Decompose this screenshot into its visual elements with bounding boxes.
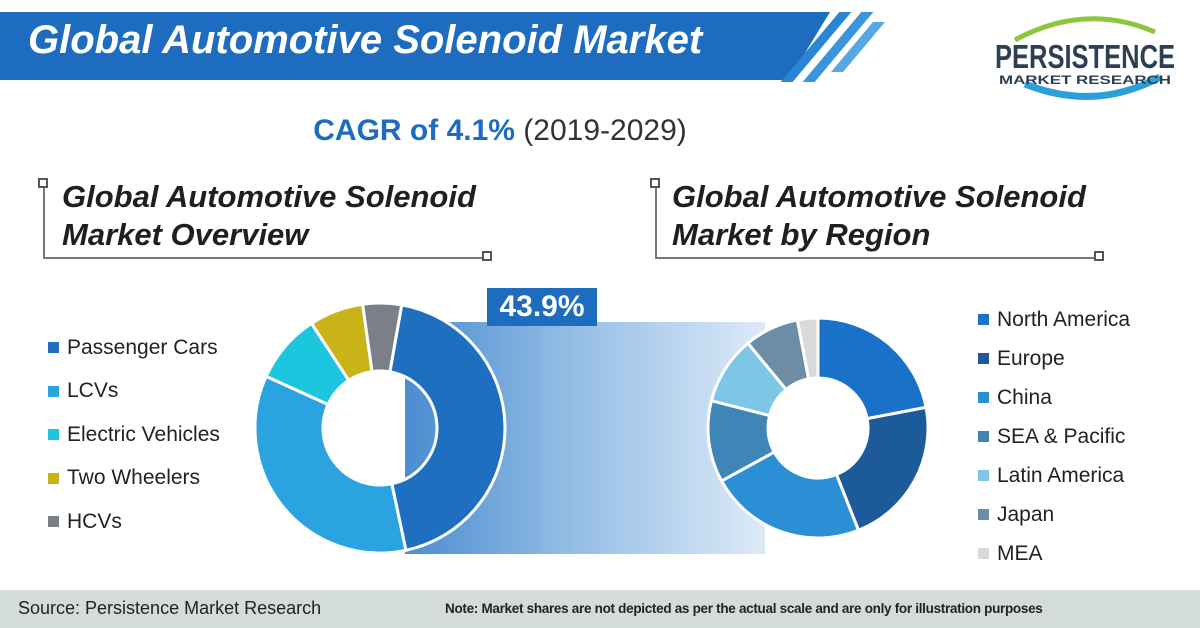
legend-swatch <box>978 509 989 520</box>
legend-label: HCVs <box>67 509 122 533</box>
legend-swatch <box>978 392 989 403</box>
donut-slice-north-america <box>816 316 928 421</box>
donut-slice-passenger-cars <box>388 303 507 553</box>
legend-label: MEA <box>997 541 1043 565</box>
legend-right: North America Europe China SEA & Pacific Lat… <box>978 300 1130 573</box>
frame-corner <box>38 178 48 188</box>
legend-label: China <box>997 385 1052 409</box>
legend-item: Japan <box>978 495 1130 534</box>
legend-swatch <box>48 429 59 441</box>
heading-line: Market by Region <box>672 217 931 252</box>
legend-item: Europe <box>978 339 1130 378</box>
frame-line <box>655 188 657 258</box>
frame-line <box>655 257 1095 259</box>
legend-item: Two Wheelers <box>48 457 220 501</box>
logo-name: PERSISTENCE <box>995 38 1175 75</box>
heading-line: Global Automotive Solenoid <box>62 179 476 214</box>
footer-bar <box>0 590 1200 628</box>
donut-slice-hcvs <box>360 301 404 374</box>
legend-swatch <box>48 342 59 354</box>
heading-line: Market Overview <box>62 217 309 252</box>
legend-left: Passenger Cars LCVs Electric Vehicles Two W… <box>48 326 220 544</box>
legend-label: North America <box>997 307 1131 331</box>
legend-item: SEA & Pacific <box>978 417 1130 456</box>
legend-item: MEA <box>978 534 1130 573</box>
heading-line: Global Automotive Solenoid <box>672 179 1086 214</box>
legend-item: Latin America <box>978 456 1130 495</box>
legend-label: Latin America <box>997 463 1125 487</box>
legend-swatch <box>978 353 989 364</box>
legend-item: China <box>978 378 1130 417</box>
legend-label: Japan <box>997 502 1055 526</box>
legend-item: LCVs <box>48 370 220 414</box>
right-section-heading: Global Automotive Solenoid Market by Reg… <box>672 178 1086 254</box>
legend-label: Two Wheelers <box>67 466 201 490</box>
legend-label: Passenger Cars <box>67 335 218 359</box>
donut-slice-china <box>719 450 861 540</box>
legend-label: Europe <box>997 346 1065 370</box>
legend-item: HCVs <box>48 500 220 544</box>
title-banner <box>0 12 830 80</box>
cagr-value: CAGR of 4.1% <box>313 114 515 147</box>
page-title: Global Automotive Solenoid Market <box>28 18 703 62</box>
persistence-logo: PERSISTENCE MARKET RESEARCH <box>995 16 1175 100</box>
donut-slice-lcvs <box>253 374 408 555</box>
note-text: Note: Market shares are not depicted as … <box>445 601 1043 616</box>
passenger-cars-share-callout: 43.9% <box>487 288 597 326</box>
donut-slice-mea <box>795 316 820 381</box>
legend-item: North America <box>978 300 1130 339</box>
cagr-period: (2019-2029) <box>523 114 687 147</box>
frame-corner <box>650 178 660 188</box>
frame-line <box>43 257 483 259</box>
legend-item: Passenger Cars <box>48 326 220 370</box>
legend-swatch <box>48 472 59 484</box>
source-text: Source: Persistence Market Research <box>18 598 322 618</box>
left-section-heading: Global Automotive Solenoid Market Overvi… <box>62 178 476 254</box>
frame-corner <box>1094 251 1104 261</box>
legend-label: LCVs <box>67 379 119 403</box>
logo-sub: MARKET RESEARCH <box>999 73 1171 87</box>
cagr-line: CAGR of 4.1% (2019-2029) <box>0 114 1000 148</box>
legend-swatch <box>48 516 59 528</box>
legend-item: Electric Vehicles <box>48 413 220 457</box>
legend-swatch <box>978 314 989 325</box>
frame-line <box>43 188 45 258</box>
legend-swatch <box>978 548 989 559</box>
legend-swatch <box>978 431 989 442</box>
donut-slice-europe <box>834 405 930 533</box>
legend-label: SEA & Pacific <box>997 424 1126 448</box>
legend-swatch <box>48 385 59 397</box>
frame-corner <box>482 251 492 261</box>
legend-swatch <box>978 470 989 481</box>
legend-label: Electric Vehicles <box>67 422 220 446</box>
